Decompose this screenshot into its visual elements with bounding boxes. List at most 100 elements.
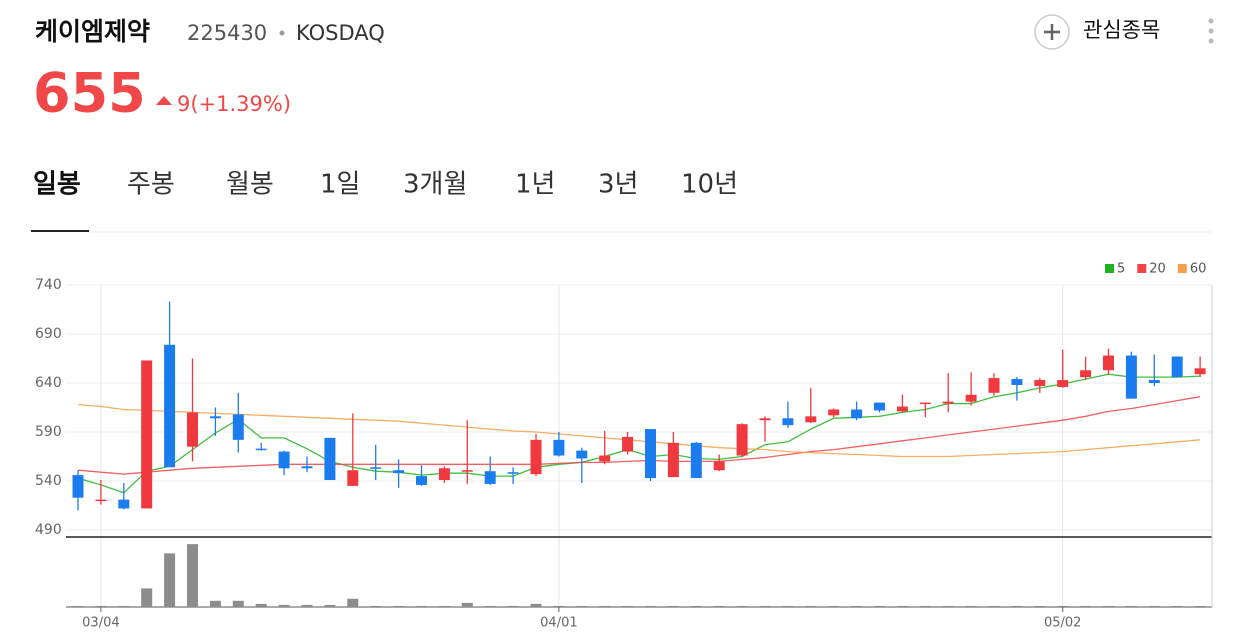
- period-tab[interactable]: 10년: [681, 170, 738, 200]
- candle-body: [1057, 380, 1069, 387]
- candle-body: [232, 414, 244, 440]
- more-menu[interactable]: [1208, 18, 1214, 44]
- stock-code: 225430: [187, 21, 267, 45]
- volume-bar: [209, 600, 221, 607]
- volume-bar: [1103, 605, 1114, 607]
- volume-bar: [988, 605, 1000, 607]
- candle-body: [72, 475, 84, 498]
- candle-body: [874, 402, 885, 411]
- candle-body: [118, 499, 130, 509]
- y-tick-label: 540: [35, 473, 62, 489]
- volume-bar: [690, 605, 702, 607]
- volume-bar: [1148, 605, 1160, 607]
- period-tabs: 일봉 주봉 월봉 1일 3개월 1년 3년 10년: [33, 170, 738, 200]
- moving-average-line: [77, 396, 1201, 475]
- legend-label: 20: [1149, 262, 1166, 277]
- volume-bar: [370, 605, 382, 607]
- volume-bar: [576, 605, 588, 607]
- candle-body: [851, 409, 863, 419]
- volume-bar: [278, 604, 290, 607]
- candle-body: [919, 402, 931, 405]
- volume-bar: [438, 605, 450, 607]
- candle-body: [713, 461, 725, 471]
- legend-label: 60: [1190, 262, 1207, 277]
- candle-body: [1011, 379, 1023, 385]
- volume-bar: [759, 605, 771, 607]
- volume-bar: [782, 605, 794, 607]
- y-tick-label: 490: [35, 522, 62, 538]
- x-tick-label: 03/04: [82, 616, 119, 631]
- candle-body: [622, 436, 634, 452]
- volume-bar: [1194, 605, 1206, 607]
- volume-bar: [1125, 605, 1137, 607]
- candle-body: [438, 468, 450, 481]
- period-tab[interactable]: 3개월: [403, 170, 467, 200]
- volume-bar: [805, 605, 817, 607]
- period-tab[interactable]: 1일: [320, 170, 360, 200]
- volume-bar: [72, 605, 84, 607]
- candle-body: [164, 344, 176, 468]
- volume-bar: [530, 603, 542, 607]
- period-tab[interactable]: 월봉: [226, 170, 274, 200]
- volume-bar: [507, 605, 519, 607]
- moving-average-line: [77, 373, 1201, 494]
- stock-name: 케이엠제약: [35, 17, 150, 46]
- candle-body: [324, 437, 336, 481]
- volume-bar: [164, 553, 176, 607]
- candle-body: [1080, 370, 1092, 378]
- watch-button[interactable]: 관심종목: [1034, 14, 1160, 50]
- period-tab[interactable]: 1년: [515, 170, 555, 200]
- candle-body: [530, 439, 542, 475]
- volume-bar: [416, 605, 427, 607]
- plus-icon: [1044, 24, 1060, 40]
- legend-label: 5: [1117, 262, 1125, 277]
- legend-swatch: [1105, 264, 1114, 273]
- candle-body: [736, 424, 748, 456]
- candle-body: [370, 467, 382, 469]
- volume-bar: [942, 605, 954, 607]
- candle-body: [95, 499, 107, 502]
- volume-bar: [301, 604, 313, 607]
- volume-bar: [874, 605, 885, 607]
- volume-bar: [461, 602, 473, 607]
- candle-body: [805, 416, 817, 423]
- candle-body: [759, 418, 771, 421]
- candle-body: [576, 450, 588, 459]
- volume-bar: [232, 600, 244, 607]
- watch-label[interactable]: 관심종목: [1083, 18, 1160, 42]
- y-tick-label: 740: [35, 277, 62, 293]
- candle-body: [347, 470, 359, 486]
- legend-swatch: [1177, 264, 1187, 273]
- candle-body: [141, 360, 153, 509]
- candle-body: [599, 455, 611, 462]
- candle-body: [1171, 356, 1183, 378]
- volume-bar: [965, 605, 977, 607]
- candle-body: [393, 470, 405, 474]
- volume-bar: [393, 605, 405, 607]
- volume-bar: [736, 605, 748, 607]
- candle-body: [187, 412, 198, 447]
- period-tab[interactable]: 주봉: [127, 170, 175, 200]
- volume-bar: [347, 598, 359, 607]
- candle-body: [1103, 355, 1114, 371]
- period-tab[interactable]: 일봉: [33, 170, 81, 200]
- candle-body: [988, 378, 1000, 393]
- volume-bar: [645, 605, 656, 607]
- separator-dot: [279, 30, 285, 36]
- candle-body: [896, 406, 908, 412]
- volume-bar: [828, 605, 840, 607]
- y-tick-label: 590: [35, 424, 62, 440]
- volume-bar: [553, 605, 565, 607]
- volume-bar: [1171, 605, 1183, 607]
- volume-bar: [896, 605, 908, 607]
- candle-body: [255, 448, 267, 451]
- volume-bar: [118, 605, 130, 607]
- volume-bar: [851, 605, 863, 607]
- volume-bar: [324, 604, 336, 607]
- candle-body: [1125, 355, 1137, 399]
- period-tab[interactable]: 3년: [598, 170, 638, 200]
- candle-body: [942, 401, 954, 404]
- candle-chart: 490 540 590 640 690 740 03/04 04/01 05/02 5 20 60: [35, 262, 1213, 631]
